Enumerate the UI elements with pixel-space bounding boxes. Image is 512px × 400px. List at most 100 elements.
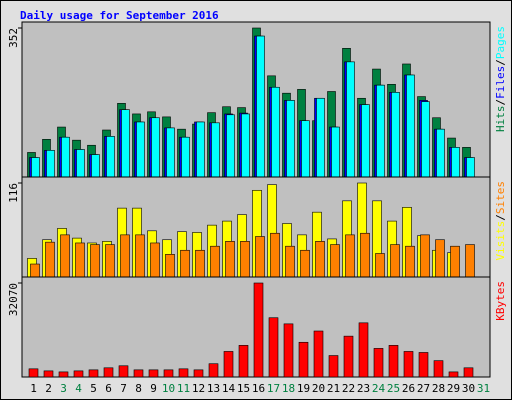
bar xyxy=(73,370,84,378)
bar xyxy=(331,126,340,178)
bar xyxy=(60,234,70,278)
bar xyxy=(328,355,339,378)
legend-separator: / xyxy=(494,214,507,221)
x-tick-label: 16 xyxy=(252,382,265,395)
bar xyxy=(301,120,310,178)
bar xyxy=(45,241,55,278)
bar xyxy=(105,244,115,278)
bar xyxy=(180,249,190,278)
bar xyxy=(135,234,145,278)
bar xyxy=(451,147,460,178)
bar xyxy=(298,341,309,378)
bar xyxy=(463,367,474,378)
bar xyxy=(376,84,385,178)
bar xyxy=(208,363,219,378)
x-tick-label: 9 xyxy=(150,382,157,395)
bar xyxy=(238,345,249,378)
bar xyxy=(223,351,234,378)
bar xyxy=(75,242,85,278)
legend-entry: Sites xyxy=(494,181,507,214)
bar xyxy=(121,109,130,178)
bar xyxy=(196,121,205,178)
bar xyxy=(433,360,444,378)
bar xyxy=(240,241,250,278)
bar xyxy=(360,232,370,278)
bar xyxy=(193,369,204,378)
bar xyxy=(181,136,190,178)
x-tick-label: 30 xyxy=(462,382,475,395)
bar xyxy=(225,241,235,278)
x-tick-label: 1 xyxy=(30,382,37,395)
bar xyxy=(210,245,220,278)
x-tick-label: 5 xyxy=(90,382,97,395)
bar xyxy=(448,371,459,378)
bar xyxy=(435,239,445,278)
bar xyxy=(300,249,310,278)
x-tick-label: 28 xyxy=(432,382,445,395)
legend-separator: / xyxy=(494,99,507,106)
legend-entry: Files xyxy=(494,66,507,99)
chart-title: Daily usage for September 2016 xyxy=(20,9,219,22)
bar xyxy=(133,369,144,378)
x-tick-label: 18 xyxy=(282,382,295,395)
bar xyxy=(421,101,430,178)
bar xyxy=(268,317,279,378)
legend-entry: Visits xyxy=(494,221,507,261)
bar xyxy=(28,368,39,378)
bar xyxy=(165,254,175,278)
bar xyxy=(285,245,295,278)
bar xyxy=(345,234,355,278)
bar xyxy=(316,97,325,178)
bar xyxy=(283,323,294,378)
bar xyxy=(61,136,70,178)
y-tick-label: 32070 xyxy=(7,283,20,316)
bar xyxy=(375,253,385,278)
bar xyxy=(450,245,460,278)
x-tick-label: 12 xyxy=(192,382,205,395)
x-tick-label: 8 xyxy=(135,382,142,395)
x-tick-label: 2 xyxy=(45,382,52,395)
bar xyxy=(256,35,265,178)
bar xyxy=(31,157,40,178)
legend: Visits/Sites xyxy=(494,181,507,261)
bar xyxy=(436,128,445,178)
bar xyxy=(361,104,370,178)
bar xyxy=(286,100,295,178)
x-tick-label: 17 xyxy=(267,382,280,395)
bar xyxy=(91,154,100,178)
bar xyxy=(136,121,145,178)
x-tick-label: 7 xyxy=(120,382,127,395)
bar xyxy=(358,322,369,378)
legend: Hits/Files/Pages xyxy=(494,26,507,132)
x-tick-label: 27 xyxy=(417,382,430,395)
bar xyxy=(211,122,220,178)
bar xyxy=(313,330,324,378)
bar xyxy=(465,244,475,278)
bar xyxy=(406,74,415,178)
bar xyxy=(253,282,264,378)
legend-entry: KBytes xyxy=(494,281,507,321)
bar xyxy=(43,370,54,378)
legend-entry: Pages xyxy=(494,26,507,59)
x-tick-label: 23 xyxy=(357,382,370,395)
bar xyxy=(343,335,354,378)
bar xyxy=(150,242,160,278)
bar xyxy=(163,369,174,378)
bar xyxy=(373,348,384,378)
y-tick-label: 352 xyxy=(7,28,20,48)
bar xyxy=(403,351,414,378)
bar xyxy=(120,234,130,278)
bar xyxy=(405,245,415,278)
bar xyxy=(255,236,265,278)
bar xyxy=(270,232,280,278)
bar xyxy=(315,241,325,278)
x-tick-label: 21 xyxy=(327,382,340,395)
x-tick-label: 6 xyxy=(105,382,112,395)
x-tick-label: 3 xyxy=(60,382,67,395)
bar xyxy=(88,369,99,378)
bar xyxy=(271,86,280,178)
x-tick-label: 13 xyxy=(207,382,220,395)
bar xyxy=(148,369,159,378)
bar xyxy=(418,352,429,378)
